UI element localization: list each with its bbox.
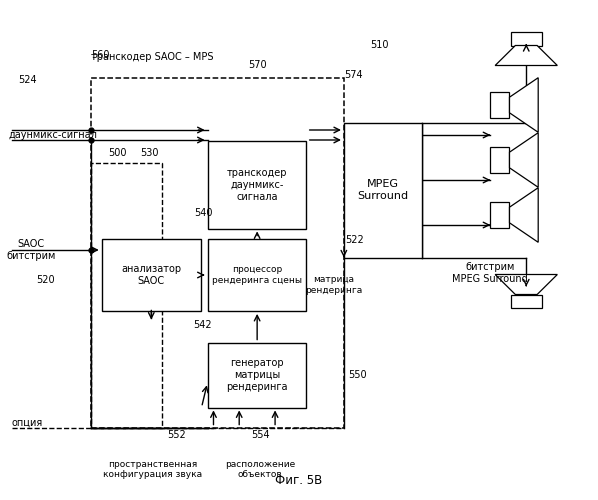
Polygon shape <box>509 132 538 188</box>
Text: 560: 560 <box>91 50 110 60</box>
Text: 550: 550 <box>348 370 367 380</box>
Text: 542: 542 <box>194 320 212 330</box>
Text: 530: 530 <box>141 148 159 158</box>
Bar <box>208 239 306 311</box>
Text: 552: 552 <box>167 430 186 440</box>
Text: 554: 554 <box>251 430 270 440</box>
Text: транскодер
даунмикс-
сигнала: транскодер даунмикс- сигнала <box>227 168 288 202</box>
Text: пространственная
конфигурация звука: пространственная конфигурация звука <box>103 460 202 479</box>
Bar <box>511 294 542 308</box>
Text: 524: 524 <box>18 75 36 85</box>
Bar <box>490 92 509 118</box>
Text: 540: 540 <box>194 208 212 218</box>
Text: SAOC
битстрим: SAOC битстрим <box>6 239 56 261</box>
Text: даунмикс-сигнал: даунмикс-сигнал <box>9 130 98 140</box>
Polygon shape <box>495 46 557 66</box>
Polygon shape <box>509 188 538 242</box>
Bar <box>208 141 306 229</box>
Text: 500: 500 <box>108 148 126 158</box>
Text: Фиг. 5В: Фиг. 5В <box>275 474 323 488</box>
Text: 510: 510 <box>371 40 389 50</box>
Text: расположение
объектов: расположение объектов <box>225 460 295 479</box>
Bar <box>344 122 422 258</box>
Bar <box>91 162 162 428</box>
Bar <box>490 202 509 228</box>
Polygon shape <box>509 78 538 132</box>
Bar <box>208 342 306 407</box>
Bar <box>91 78 344 428</box>
Polygon shape <box>495 274 557 294</box>
Text: битстрим
MPEG Surround: битстрим MPEG Surround <box>453 262 528 284</box>
Text: 522: 522 <box>346 235 364 245</box>
Text: генератор
матрицы
рендеринга: генератор матрицы рендеринга <box>227 358 288 392</box>
Text: анализатор
SAOC: анализатор SAOC <box>121 264 181 286</box>
Text: MPEG
Surround: MPEG Surround <box>357 179 408 201</box>
Text: 574: 574 <box>344 70 362 80</box>
Text: 570: 570 <box>248 60 267 70</box>
Text: 520: 520 <box>36 275 54 285</box>
Text: процессор
рендеринга сцены: процессор рендеринга сцены <box>212 266 302 284</box>
Bar <box>511 32 542 46</box>
Text: транскодер SAOC – MPS: транскодер SAOC – MPS <box>91 52 214 62</box>
Bar <box>102 239 201 311</box>
Text: опция: опция <box>12 418 43 428</box>
Bar <box>490 147 509 173</box>
Text: матрица
рендеринга: матрица рендеринга <box>305 276 362 294</box>
